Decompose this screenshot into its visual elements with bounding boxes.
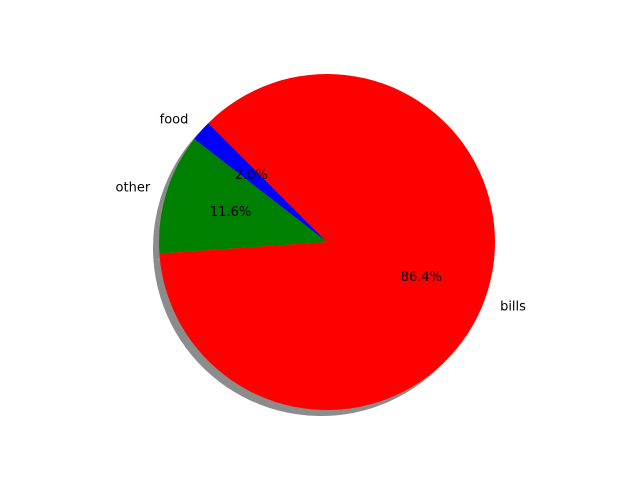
pie-label-bills: bills <box>500 299 526 314</box>
pie-percent-other: 11.6% <box>210 205 251 220</box>
pie-slice-layer <box>159 74 495 411</box>
pie-label-food: food <box>160 112 189 127</box>
pie-slice-other <box>159 139 327 254</box>
pie-slice-food <box>194 123 327 242</box>
pie-percent-food: 2.0% <box>235 168 268 183</box>
pie-percent-bills: 86.4% <box>401 270 442 285</box>
pie-label-other: other <box>116 181 151 196</box>
pie-label-layer: food 2.0% other 11.6% bills 86.4% <box>116 112 527 314</box>
pie-slice-bills <box>159 74 495 411</box>
